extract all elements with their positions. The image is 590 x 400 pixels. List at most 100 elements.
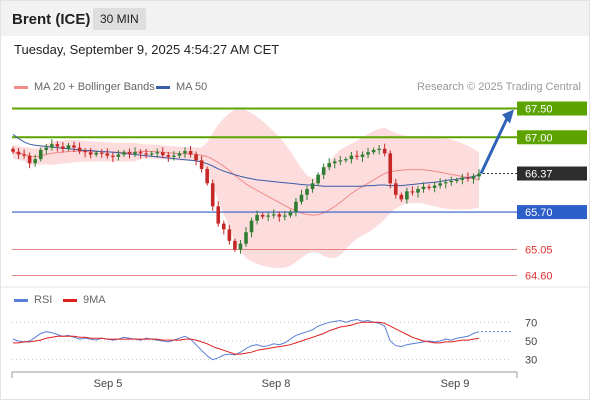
candle	[83, 148, 87, 158]
candle-body	[72, 145, 76, 148]
candle	[205, 166, 209, 186]
candle-body	[149, 153, 154, 155]
candle	[405, 187, 409, 204]
candle	[294, 198, 298, 217]
candle-body	[194, 154, 198, 161]
candle-body	[183, 151, 187, 154]
candle	[166, 152, 171, 162]
candle	[116, 150, 121, 161]
candle-body	[255, 214, 259, 221]
candle-body	[172, 155, 176, 157]
candle-body	[122, 152, 126, 155]
candle-body	[477, 173, 481, 177]
candle	[244, 227, 248, 247]
candle	[449, 176, 454, 186]
candle-body	[393, 183, 398, 195]
candle	[283, 211, 287, 221]
legend-rsi-ma-label: 9MA	[83, 294, 106, 306]
candle	[88, 147, 93, 159]
level-label: 66.37	[525, 169, 553, 181]
candle-body	[111, 155, 115, 157]
candle-body	[432, 185, 437, 188]
candle-body	[305, 189, 309, 195]
candle-body	[466, 177, 470, 179]
candle	[44, 143, 49, 155]
candle	[355, 150, 359, 160]
candle	[432, 181, 437, 193]
candle	[427, 184, 431, 191]
candles	[11, 139, 481, 254]
candle	[194, 151, 198, 166]
candle-body	[238, 243, 243, 250]
candle	[55, 141, 60, 152]
candle	[177, 151, 182, 158]
candle-body	[449, 181, 454, 183]
x-tick-label: Sep 8	[262, 378, 291, 390]
candle-body	[210, 183, 215, 207]
candle-body	[50, 144, 54, 148]
candle	[38, 147, 43, 162]
candle-body	[38, 149, 43, 160]
legend-rsi-ma-swatch	[63, 298, 77, 302]
timeframe-badge[interactable]: 30 MIN	[93, 8, 146, 30]
candle-body	[349, 155, 354, 160]
candle-body	[66, 145, 71, 149]
candle-body	[144, 153, 148, 155]
rsi-ma-line	[13, 321, 480, 355]
candle	[321, 163, 326, 180]
candle-body	[427, 186, 431, 188]
candle-body	[310, 183, 315, 190]
candle-body	[216, 206, 221, 224]
candle	[393, 178, 398, 199]
candle-body	[233, 240, 237, 250]
candle-body	[421, 186, 426, 190]
candle	[50, 139, 54, 151]
candle	[421, 182, 426, 193]
candle	[72, 141, 76, 153]
candle-body	[355, 155, 359, 157]
candle-body	[205, 168, 209, 184]
legend-rsi-ma: 9MA	[63, 294, 106, 306]
level-65-05: 65.05	[12, 244, 553, 256]
candle-body	[338, 160, 343, 162]
candle-body	[99, 152, 104, 154]
candle-body	[177, 153, 182, 156]
candle	[99, 149, 104, 158]
candle	[183, 147, 187, 158]
candle	[477, 169, 481, 181]
candle	[338, 155, 343, 166]
level-label: 64.60	[525, 270, 553, 282]
candle	[172, 151, 176, 161]
candle	[77, 142, 82, 155]
candle-body	[227, 229, 232, 241]
candle	[210, 179, 215, 211]
candle-body	[388, 153, 393, 184]
candle	[61, 142, 65, 153]
candle	[466, 172, 470, 182]
candle-body	[166, 155, 171, 157]
candle-body	[33, 159, 37, 164]
candle-body	[283, 215, 287, 217]
legend-bollinger-swatch	[14, 85, 28, 89]
candle-body	[271, 214, 276, 216]
candle-body	[266, 215, 270, 217]
candle-body	[316, 174, 320, 184]
candle-body	[199, 160, 204, 169]
legend-bollinger: MA 20 + Bollinger Bands	[14, 81, 155, 93]
candle-body	[332, 161, 337, 164]
legend-rsi-swatch	[14, 298, 28, 302]
candle	[133, 147, 137, 157]
candle	[149, 151, 154, 157]
candle	[199, 155, 204, 173]
candle	[122, 149, 126, 157]
candle	[33, 154, 37, 167]
candle	[260, 212, 265, 219]
candle	[327, 158, 332, 171]
candle-body	[410, 191, 415, 193]
level-66-37: 66.37	[483, 166, 587, 181]
candle	[438, 178, 442, 189]
candle-body	[288, 212, 293, 216]
candle-body	[105, 153, 110, 156]
candle-body	[116, 154, 121, 157]
